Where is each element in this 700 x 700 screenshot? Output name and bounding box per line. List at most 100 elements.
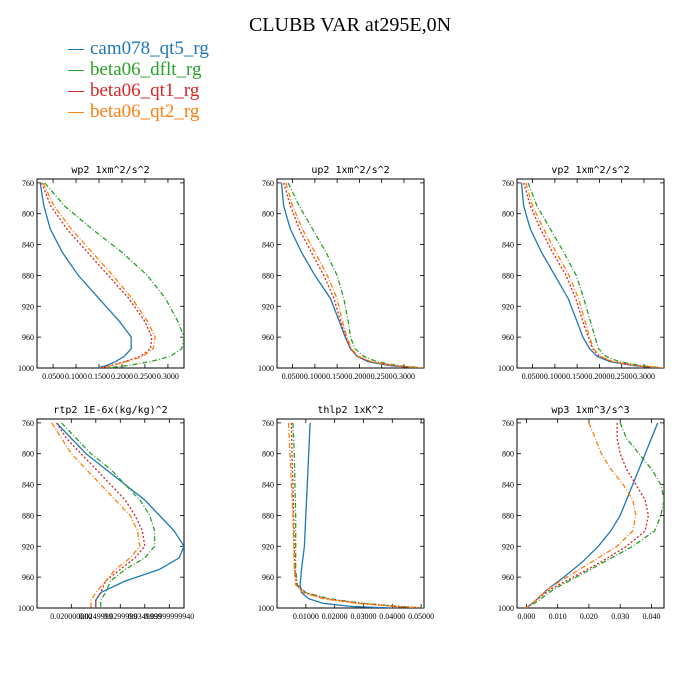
panel-2-series-cam078_qt5_rg	[280, 182, 422, 368]
panel-1-xtick-label-3: 0.2000	[111, 372, 133, 381]
panel-2-ytick-label-6: 1000	[258, 364, 274, 373]
legend-swatch-1	[68, 49, 84, 51]
panel-5-ytick-label-1: 800	[262, 450, 274, 459]
panel-1-ytick-label-3: 880	[22, 271, 34, 280]
panel-1-xtick-label-0: 0.0500	[42, 372, 64, 381]
panel-2-series-beta06_dflt_rg	[287, 182, 424, 368]
panel-3-ytick-label-4: 920	[502, 302, 514, 311]
legend-item-2: beta06_dflt_rg	[68, 59, 209, 80]
legend-label-4: beta06_qt2_rg	[90, 101, 200, 122]
legend-swatch-4	[68, 112, 84, 114]
legend-swatch-2	[68, 70, 84, 72]
panel-6-ytick-label-5: 960	[502, 573, 514, 582]
panel-4-xtick-label-2: 0.0299999	[103, 612, 137, 621]
panel-5-xtick-label-4: 0.05000	[408, 612, 434, 621]
panel-6-xtick-label-0: 0.000	[517, 612, 535, 621]
panel-5-xtick-label-0: 0.01000	[293, 612, 319, 621]
panel-6-ytick-label-2: 840	[502, 481, 514, 490]
panel-3-ytick-label-1: 800	[502, 210, 514, 219]
panel-1-series-beta06_dflt_rg	[44, 182, 184, 368]
figure-title: CLUBB VAR at295E,0N	[248, 14, 452, 36]
panel-2-title: up2 1xm^2/s^2	[311, 165, 389, 176]
panel-2-series-beta06_qt2_rg	[285, 182, 423, 368]
panel-1-ytick-label-4: 920	[22, 302, 34, 311]
panel-5-series-cam078_qt5_rg	[299, 422, 393, 608]
panel-4-xtick-label-1: 0.0249999	[79, 612, 113, 621]
panel-6-series-cam078_qt5_rg	[525, 422, 659, 608]
panel-6-xtick-label-4: 0.040	[642, 612, 660, 621]
panel-5-ytick-label-3: 880	[262, 511, 274, 520]
panel-2-ytick-label-3: 880	[262, 271, 274, 280]
panel-2-xtick-label-2: 0.1500	[326, 372, 348, 381]
panel-2-xtick-label-1: 0.1000	[304, 372, 326, 381]
panel-6-ytick-label-1: 800	[502, 450, 514, 459]
panel-1-ytick-label-5: 960	[22, 333, 34, 342]
panel-4-xtick-label-3: 0.0349999	[128, 612, 162, 621]
panel-1-ytick-label-2: 840	[22, 241, 34, 250]
panel-3-xtick-label-0: 0.0500	[522, 372, 544, 381]
panel-4-series-beta06_dflt_rg	[61, 422, 156, 608]
panel-6-xtick-label-3: 0.030	[611, 612, 629, 621]
panel-3-xtick-label-2: 0.1500	[566, 372, 588, 381]
panel-4-ytick-label-6: 1000	[18, 604, 34, 613]
panel-4-ytick-label-0: 760	[22, 419, 34, 428]
panel-1-xtick-label-5: 0.3000	[157, 372, 179, 381]
panel-4-ytick-label-2: 840	[22, 481, 34, 490]
panel-3-ytick-label-0: 760	[502, 179, 514, 188]
panel-5-xtick-label-3: 0.04000	[379, 612, 405, 621]
panel-1-xtick-label-4: 0.2500	[134, 372, 156, 381]
panel-1-ytick-label-1: 800	[22, 210, 34, 219]
panel-6-frame	[516, 418, 665, 609]
panel-5-ytick-label-5: 960	[262, 573, 274, 582]
panel-3-series-cam078_qt5_rg	[520, 182, 662, 368]
panel-1-xtick-label-2: 0.1500	[88, 372, 110, 381]
panel-4-ytick-label-1: 800	[22, 450, 34, 459]
legend-label-3: beta06_qt1_rg	[90, 80, 200, 101]
panel-6-title: wp3 1xm^3/s^3	[551, 405, 629, 416]
panel-6-ytick-label-6: 1000	[498, 604, 514, 613]
panel-3-xtick-label-5: 0.3000	[633, 372, 655, 381]
panel-5-xtick-label-2: 0.03000	[350, 612, 376, 621]
panel-3-series-beta06_qt1_rg	[523, 182, 663, 368]
panel-3-frame	[516, 178, 665, 369]
panel-4-frame	[36, 418, 185, 609]
panel-2-xtick-label-0: 0.0500	[282, 372, 304, 381]
panel-4-xtick-label-0: 0.020000000	[50, 612, 92, 621]
legend: cam078_qt5_rg beta06_dflt_rg beta06_qt1_…	[68, 38, 209, 122]
legend-item-1: cam078_qt5_rg	[68, 38, 209, 59]
panel-3-xtick-label-4: 0.2500	[611, 372, 633, 381]
panel-1-title: wp2 1xm^2/s^2	[71, 165, 149, 176]
panel-4-ytick-label-5: 960	[22, 573, 34, 582]
panel-2-frame	[276, 178, 425, 369]
panel-4-title: rtp2 1E-6x(kg/kg)^2	[53, 405, 167, 416]
panel-2-ytick-label-0: 760	[262, 179, 274, 188]
panel-4-series-cam078_qt5_rg	[56, 422, 184, 608]
panel-1-ytick-label-0: 760	[22, 179, 34, 188]
panel-2-ytick-label-2: 840	[262, 241, 274, 250]
panel-3-title: vp2 1xm^2/s^2	[551, 165, 629, 176]
panel-5-frame	[276, 418, 425, 609]
panel-4-ytick-label-3: 880	[22, 511, 34, 520]
panel-1-series-beta06_qt1_rg	[40, 182, 153, 368]
panel-6-series-beta06_qt1_rg	[525, 422, 650, 608]
panel-3-xtick-label-3: 0.2000	[588, 372, 610, 381]
panel-2-xtick-label-5: 0.3000	[393, 372, 415, 381]
panel-3-ytick-label-5: 960	[502, 333, 514, 342]
panel-5-series-beta06_qt2_rg	[287, 422, 420, 608]
panel-3-series-beta06_dflt_rg	[527, 182, 664, 368]
panel-5-title: thlp2 1xK^2	[317, 405, 383, 416]
panel-3-ytick-label-3: 880	[502, 271, 514, 280]
panel-2-series-beta06_qt1_rg	[283, 182, 422, 368]
panel-2-xtick-label-3: 0.2000	[348, 372, 370, 381]
panel-6-xtick-label-2: 0.020	[580, 612, 598, 621]
panel-5-ytick-label-4: 920	[262, 542, 274, 551]
panel-6-series-beta06_dflt_rg	[526, 422, 664, 608]
panel-6-xtick-label-1: 0.010	[549, 612, 567, 621]
panel-4-xtick-label-4: 0.03999999940	[144, 612, 194, 621]
legend-swatch-3	[68, 91, 84, 93]
panel-4-series-beta06_qt2_rg	[51, 422, 141, 608]
panel-5-xtick-label-1: 0.02000	[322, 612, 348, 621]
panel-3-ytick-label-2: 840	[502, 241, 514, 250]
panel-2-ytick-label-4: 920	[262, 302, 274, 311]
